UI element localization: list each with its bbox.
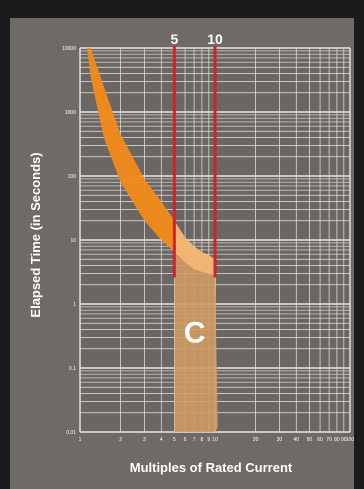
y-tick-label: 0.01 <box>66 430 76 436</box>
x-tick-label: 30 <box>277 437 283 443</box>
y-axis-label: Elapsed Time (in Seconds) <box>28 152 43 317</box>
trip-band-1 <box>87 48 175 252</box>
y-tick-label: 1000 <box>65 110 76 116</box>
trip-bands <box>87 48 350 432</box>
x-tick-label: 4 <box>160 437 163 443</box>
x-axis-label: Multiples of Rated Current <box>130 460 293 475</box>
x-tick-label: 10 <box>212 437 218 443</box>
x-tick-label: 5 <box>173 437 176 443</box>
y-tick-label: 100 <box>68 174 77 180</box>
x-tick-label: 20 <box>253 437 259 443</box>
x-tick-label: 70 <box>326 437 332 443</box>
x-tick-labels: 1 2 3 4 5 6 7 8 9 10 20 30 40 50 60 70 80 90 100 <box>79 437 355 443</box>
x-tick-label: 1 <box>79 437 82 443</box>
y-tick-label: 1 <box>73 302 76 308</box>
x-tick-label: 90 <box>341 437 347 443</box>
x-tick-label: 3 <box>143 437 146 443</box>
x-tick-label: 60 <box>317 437 323 443</box>
x-tick-label: 9 <box>207 437 210 443</box>
marker-label-10: 10 <box>207 31 223 47</box>
trip-band-3 <box>174 252 350 432</box>
x-tick-label: 40 <box>293 437 299 443</box>
x-tick-label: 8 <box>201 437 204 443</box>
marker-labels: 5 10 <box>170 31 223 47</box>
x-tick-label: 7 <box>193 437 196 443</box>
marker-lines <box>172 46 217 278</box>
y-tick-label: 10000 <box>62 46 76 52</box>
x-tick-label: 80 <box>334 437 340 443</box>
x-tick-label: 2 <box>119 437 122 443</box>
x-tick-label: 6 <box>184 437 187 443</box>
x-tick-label: 100 <box>346 437 355 443</box>
trip-band-2 <box>174 220 215 276</box>
x-tick-label: 50 <box>307 437 313 443</box>
curve-type-label: C <box>184 317 206 350</box>
y-tick-label: 0.1 <box>69 366 76 372</box>
y-tick-label: 10 <box>70 238 76 244</box>
y-tick-labels: 0.01 0.1 1 10 100 1000 10000 <box>62 46 76 436</box>
marker-label-5: 5 <box>170 31 178 47</box>
